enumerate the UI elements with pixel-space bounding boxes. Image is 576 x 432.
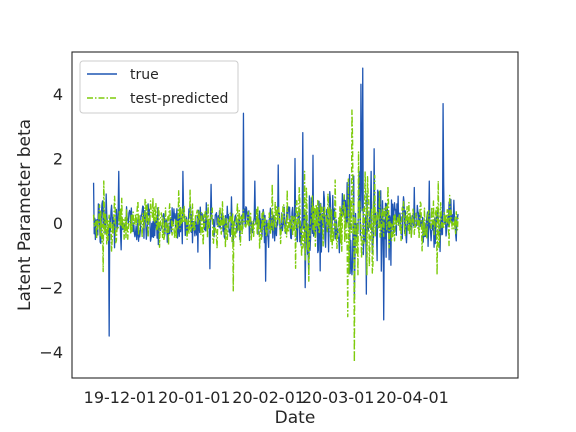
y-tick-label: −4 bbox=[39, 343, 63, 362]
y-tick-label: −2 bbox=[39, 279, 63, 298]
plot-frame bbox=[71, 51, 519, 379]
y-tick-label: 4 bbox=[53, 85, 63, 104]
x-tick-label: 20-01-01 bbox=[158, 388, 231, 407]
y-axis-label: Latent Parameter beta bbox=[15, 119, 35, 311]
y-tick-label: 2 bbox=[53, 150, 63, 169]
series-line-true bbox=[92, 67, 459, 337]
y-tick-label: 0 bbox=[53, 214, 63, 233]
legend-label-test-predicted: test-predicted bbox=[130, 91, 228, 107]
x-tick-label: 20-02-01 bbox=[232, 388, 305, 407]
y-tick-labels: −4 −2 0 2 4 bbox=[39, 85, 63, 362]
legend: true test-predicted bbox=[79, 60, 239, 114]
series-line-test-predicted bbox=[92, 109, 459, 363]
x-tick-label: 20-03-01 bbox=[302, 388, 375, 407]
x-axis-label: Date bbox=[275, 408, 316, 428]
x-tick-label: 20-04-01 bbox=[376, 388, 449, 407]
x-tick-label: 19-12-01 bbox=[84, 388, 157, 407]
series-layer bbox=[92, 67, 459, 363]
legend-label-true: true bbox=[130, 67, 159, 83]
legend-box bbox=[79, 60, 239, 114]
